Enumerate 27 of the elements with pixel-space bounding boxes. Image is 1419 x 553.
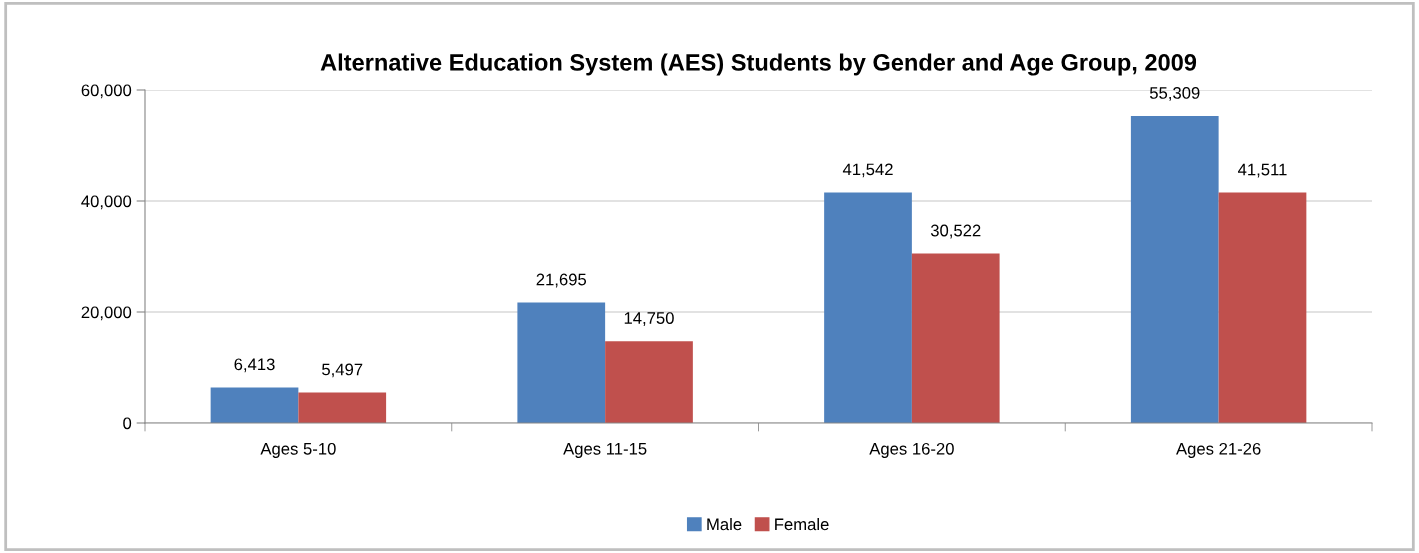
data-label: 30,522 [930, 224, 981, 239]
x-tick-label: Ages 21-26 [1176, 442, 1261, 458]
bar [605, 341, 693, 423]
x-tick-label: Ages 11-15 [563, 443, 647, 458]
bar [911, 253, 1000, 423]
y-tick-label: 60,000 [81, 84, 132, 99]
bar [824, 192, 912, 423]
bar [1218, 192, 1307, 423]
y-tick-label: 0 [123, 417, 132, 430]
y-tick-label: 20,000 [81, 306, 132, 321]
data-label: 41,511 [1238, 163, 1287, 178]
bar [298, 392, 387, 423]
data-label: 14,750 [624, 312, 674, 326]
data-label: 55,309 [1149, 87, 1200, 101]
bar [1130, 116, 1219, 423]
x-tick-label: Ages 16-20 [869, 442, 954, 458]
bar [517, 302, 606, 423]
data-label: 6,413 [234, 358, 275, 373]
y-tick-label: 40,000 [81, 195, 132, 210]
data-label: 41,542 [842, 163, 893, 178]
legend-label: Male [707, 518, 742, 531]
data-label: 21,695 [536, 273, 587, 288]
bar [210, 387, 299, 423]
chart-title: Alternative Education System (AES) Students by Gender and Age Group, 2009 [320, 53, 1197, 76]
legend-label: Female [775, 518, 829, 531]
data-label: 5,497 [322, 363, 363, 378]
x-tick-label: Ages 5-10 [260, 442, 336, 458]
